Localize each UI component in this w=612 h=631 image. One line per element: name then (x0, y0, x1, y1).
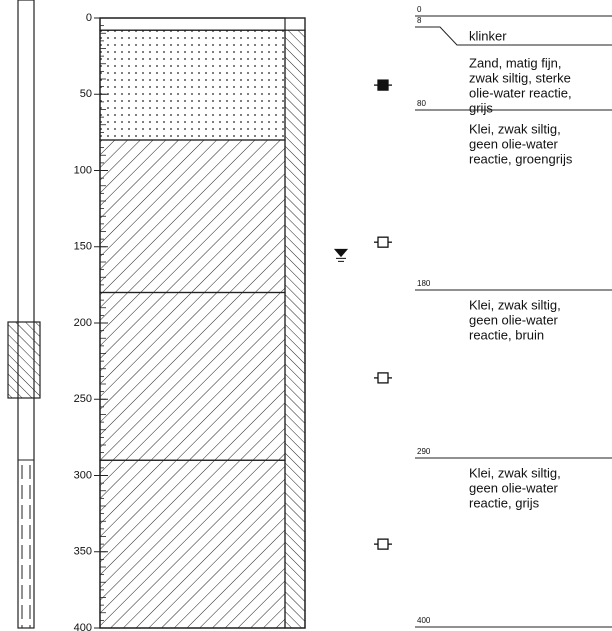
layer-boundary (415, 26, 612, 46)
boundary-label: 180 (417, 279, 431, 288)
boundary-label: 80 (417, 99, 426, 108)
layer (99, 459, 286, 629)
layer-description: reactie, groengrijs (469, 151, 573, 166)
depth-label: 50 (80, 88, 92, 100)
depth-label: 350 (74, 546, 92, 558)
depth-label: 200 (74, 317, 92, 329)
boundary-label: 0 (417, 5, 422, 14)
sample-marker (377, 236, 389, 248)
depth-label: 400 (74, 622, 92, 631)
layer (99, 139, 286, 294)
boundary-label: 290 (417, 447, 431, 456)
layer-description: Klei, zwak siltig, (469, 121, 561, 136)
water-level (333, 248, 349, 262)
layer-description: klinker (469, 28, 507, 43)
layer-description: zwak siltig, sterke (469, 70, 571, 85)
layer-description: Klei, zwak siltig, (469, 465, 561, 480)
log-column: 0 50 100 150 200 250 300 350 400 0 8 klinker Zand, m… (74, 5, 612, 631)
depth-label: 100 (74, 164, 92, 176)
layer-description: olie-water reactie, (469, 85, 572, 100)
depth-label: 300 (74, 469, 92, 481)
depth-label: 250 (74, 393, 92, 405)
layer-description: Zand, matig fijn, (469, 55, 562, 70)
layer-description: Klei, zwak siltig, (469, 297, 561, 312)
layer-description: grijs (469, 100, 493, 115)
boundary-label: 8 (417, 16, 422, 25)
sample-marker (377, 538, 389, 550)
depth-label: 150 (74, 241, 92, 253)
sample-marker (377, 79, 389, 91)
layer (99, 29, 286, 141)
layer-description: reactie, grijs (469, 495, 540, 510)
boundary-label: 400 (417, 616, 431, 625)
side-strip (284, 29, 306, 629)
layer-description: reactie, bruin (469, 327, 544, 342)
sample-marker (377, 372, 389, 384)
well-pipe (7, 0, 41, 629)
layer-description: geen olie-water (469, 136, 559, 151)
depth-label: 0 (86, 12, 92, 24)
layer-description: geen olie-water (469, 312, 559, 327)
layer-description: geen olie-water (469, 480, 559, 495)
layer (99, 291, 286, 461)
layer (99, 17, 286, 31)
